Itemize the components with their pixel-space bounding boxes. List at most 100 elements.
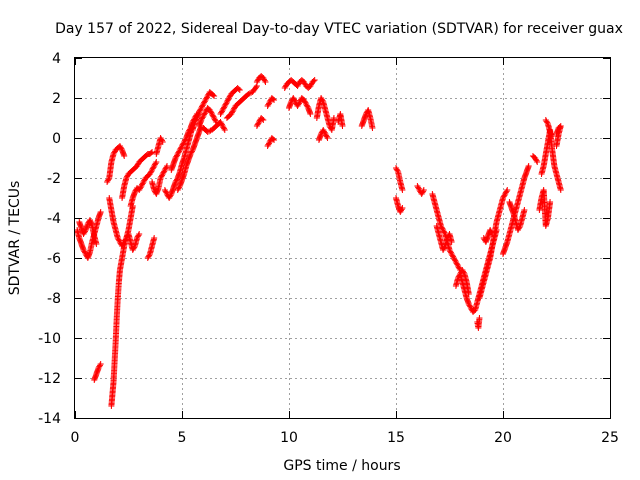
data-point — [177, 145, 184, 152]
data-point — [97, 209, 104, 215]
data-point — [174, 176, 181, 183]
data-point — [151, 235, 158, 241]
data-point — [161, 187, 168, 193]
data-point — [131, 189, 138, 195]
data-point — [256, 119, 263, 125]
data-point — [114, 235, 121, 241]
data-point — [236, 87, 243, 93]
data-point — [460, 269, 467, 276]
data-point — [446, 247, 453, 253]
data-point — [135, 232, 142, 239]
data-point — [193, 116, 200, 123]
data-point — [217, 119, 224, 125]
data-point — [323, 133, 330, 140]
data-point — [460, 268, 467, 275]
data-point — [159, 171, 166, 177]
data-point — [159, 139, 166, 145]
data-point — [323, 132, 330, 139]
y-axis-label: SDTVAR / TECUs — [7, 181, 23, 296]
data-point — [266, 99, 273, 105]
data-point — [514, 227, 521, 233]
data-point — [221, 104, 228, 111]
data-point — [532, 156, 539, 163]
data-point — [130, 245, 137, 252]
data-point — [440, 245, 447, 252]
data-point — [503, 188, 510, 195]
data-point — [172, 179, 179, 185]
data-point — [123, 175, 130, 181]
data-point — [339, 123, 346, 129]
data-point — [222, 101, 229, 108]
data-point — [447, 248, 454, 255]
data-point — [96, 362, 103, 369]
data-point — [93, 241, 100, 247]
data-point — [487, 227, 494, 233]
data-point — [322, 131, 329, 137]
data-point — [228, 109, 235, 116]
data-point — [271, 97, 278, 103]
data-point — [393, 166, 400, 173]
data-point — [394, 167, 401, 174]
data-point — [260, 117, 267, 123]
data-point — [221, 127, 228, 133]
data-point — [134, 161, 141, 168]
data-point — [543, 118, 550, 125]
data-point — [467, 305, 474, 311]
data-point — [152, 160, 159, 167]
data-point — [198, 115, 205, 122]
data-point — [134, 233, 141, 240]
data-point — [223, 99, 230, 105]
data-point — [201, 110, 208, 117]
y-tick-label: -8 — [47, 291, 61, 307]
data-point — [311, 77, 318, 83]
data-point — [175, 149, 182, 156]
data-point — [219, 123, 226, 129]
data-point — [320, 128, 327, 135]
data-point — [525, 163, 532, 169]
data-point — [308, 81, 315, 88]
data-point — [330, 115, 337, 121]
data-point — [188, 149, 195, 156]
data-point — [139, 180, 146, 187]
data-point — [110, 151, 117, 157]
data-point — [229, 108, 236, 115]
data-point — [266, 140, 273, 147]
data-point — [200, 113, 207, 119]
data-point — [172, 155, 179, 161]
data-point — [81, 229, 88, 236]
data-point — [209, 112, 216, 119]
data-point — [253, 79, 260, 85]
data-point — [188, 148, 195, 155]
data-point — [211, 116, 218, 123]
data-point — [301, 80, 308, 87]
data-point — [166, 195, 173, 201]
data-point — [157, 175, 164, 181]
y-tick-label: -2 — [47, 171, 61, 187]
data-layer — [74, 73, 564, 409]
data-point — [533, 157, 540, 164]
x-tick-label: 25 — [601, 430, 619, 446]
data-point — [224, 97, 231, 104]
data-point — [415, 185, 422, 192]
data-point — [140, 179, 147, 185]
y-tick-label: -14 — [38, 411, 61, 427]
data-point — [180, 140, 187, 147]
data-point — [455, 263, 462, 269]
data-point — [501, 192, 508, 199]
data-point — [158, 173, 165, 180]
data-point — [124, 173, 131, 180]
data-point — [221, 125, 228, 132]
data-point — [310, 78, 317, 84]
data-point — [557, 187, 564, 193]
data-point — [131, 244, 138, 251]
x-tick-label: 15 — [387, 430, 405, 446]
data-point — [116, 143, 123, 149]
data-point — [440, 227, 447, 233]
data-point — [321, 129, 328, 136]
y-tick-label: -4 — [47, 211, 61, 227]
data-point — [139, 181, 146, 188]
data-point — [197, 106, 204, 113]
data-point — [207, 108, 214, 115]
data-point — [304, 103, 311, 110]
data-point — [264, 103, 271, 109]
